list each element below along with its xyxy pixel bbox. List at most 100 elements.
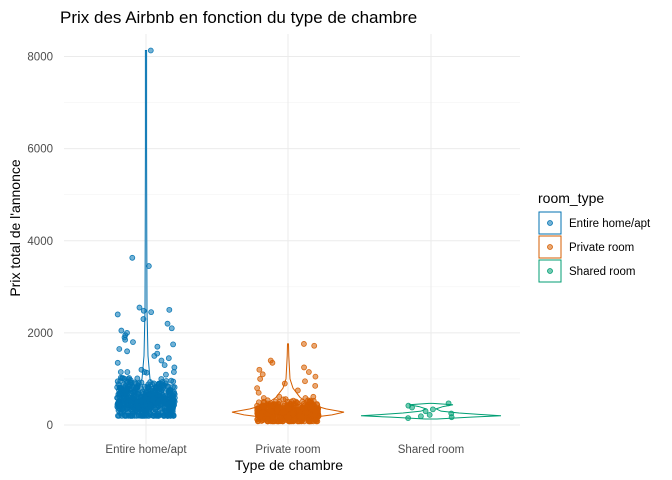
data-point-private-room xyxy=(295,403,302,410)
data-point-entire-home-apt xyxy=(157,386,163,393)
data-point-entire-home-apt xyxy=(145,263,152,269)
data-point-entire-home-apt xyxy=(129,412,136,419)
y-tick-label: 8000 xyxy=(27,52,53,64)
data-point-entire-home-apt xyxy=(150,396,156,402)
data-point-entire-home-apt xyxy=(154,343,161,350)
data-point-private-room xyxy=(306,398,313,405)
data-point-shared-room xyxy=(426,411,433,418)
data-point-entire-home-apt xyxy=(128,398,135,405)
data-point-entire-home-apt xyxy=(114,384,121,391)
data-point-private-room xyxy=(312,373,319,380)
data-point-private-room xyxy=(304,409,311,416)
data-point-entire-home-apt xyxy=(151,353,158,359)
data-point-entire-home-apt xyxy=(145,381,152,388)
data-point-entire-home-apt xyxy=(140,390,147,397)
data-point-private-room xyxy=(255,389,262,396)
y-tick-label: 0 xyxy=(47,420,53,432)
data-point-entire-home-apt xyxy=(171,391,178,398)
data-point-entire-home-apt xyxy=(118,327,125,334)
data-point-private-room xyxy=(302,378,308,385)
data-point-entire-home-apt xyxy=(142,410,148,417)
data-point-shared-room xyxy=(429,406,436,413)
data-point-entire-home-apt xyxy=(154,412,161,419)
data-point-entire-home-apt xyxy=(140,316,147,322)
data-point-private-room xyxy=(281,380,288,387)
data-point-private-room xyxy=(269,359,276,366)
data-point-entire-home-apt xyxy=(120,406,127,413)
y-tick-label: 2000 xyxy=(27,328,53,340)
y-axis-title: Prix total de l'annonce xyxy=(7,159,23,297)
legend-marker-private-room xyxy=(547,244,553,250)
data-point-entire-home-apt xyxy=(160,398,167,405)
x-tick-label: Entire home/apt xyxy=(105,444,187,456)
data-point-private-room xyxy=(301,341,307,347)
data-point-entire-home-apt xyxy=(147,402,153,409)
data-point-entire-home-apt xyxy=(116,390,123,397)
data-point-entire-home-apt xyxy=(120,395,127,402)
data-point-shared-room xyxy=(422,408,429,415)
data-point-private-room xyxy=(311,342,318,349)
data-point-entire-home-apt xyxy=(124,369,131,375)
chart-title: Prix des Airbnb en fonction du type de c… xyxy=(60,8,417,27)
data-point-entire-home-apt xyxy=(170,398,177,405)
data-point-shared-room xyxy=(448,414,455,421)
data-point-private-room xyxy=(276,399,283,405)
data-point-private-room xyxy=(259,371,266,378)
data-point-entire-home-apt xyxy=(117,369,124,375)
data-point-private-room xyxy=(264,397,271,404)
data-point-entire-home-apt xyxy=(122,336,129,343)
data-point-private-room xyxy=(285,414,291,421)
grid xyxy=(64,34,520,444)
data-point-private-room xyxy=(282,396,289,402)
data-point-shared-room xyxy=(417,413,424,420)
data-point-private-room xyxy=(274,407,281,413)
data-point-entire-home-apt xyxy=(148,309,155,316)
data-point-private-room xyxy=(280,418,286,425)
data-point-private-room xyxy=(279,409,285,416)
data-point-entire-home-apt xyxy=(150,388,157,394)
data-point-private-room xyxy=(301,364,307,371)
data-point-entire-home-apt xyxy=(129,254,136,261)
data-point-entire-home-apt xyxy=(136,304,143,311)
x-tick-label: Private room xyxy=(255,444,320,456)
data-point-entire-home-apt xyxy=(162,380,169,387)
data-point-private-room xyxy=(294,387,301,394)
data-point-entire-home-apt xyxy=(170,341,177,348)
legend-label-shared-room: Shared room xyxy=(569,266,635,278)
data-point-entire-home-apt xyxy=(168,377,175,384)
data-point-entire-home-apt xyxy=(147,47,154,54)
data-point-entire-home-apt xyxy=(114,359,121,366)
data-point-shared-room xyxy=(445,400,452,407)
data-point-entire-home-apt xyxy=(115,412,121,419)
data-point-entire-home-apt xyxy=(128,379,135,386)
legend-label-private-room: Private room xyxy=(569,242,634,254)
violins xyxy=(127,50,502,423)
data-point-entire-home-apt xyxy=(140,307,147,314)
data-point-entire-home-apt xyxy=(128,407,135,413)
data-point-entire-home-apt xyxy=(169,408,176,415)
violin-shared-room xyxy=(360,402,502,420)
x-axis-title: Type de chambre xyxy=(235,457,343,473)
data-point-private-room xyxy=(305,369,312,375)
x-axis-ticks: Entire home/apt Private room Shared room xyxy=(105,444,464,456)
data-point-entire-home-apt xyxy=(168,325,175,332)
data-point-private-room xyxy=(312,382,319,389)
legend: room_type Entire home/apt Private room Sha… xyxy=(538,190,651,283)
data-point-entire-home-apt xyxy=(163,371,169,378)
legend-label-entire-home-apt: Entire home/apt xyxy=(569,218,651,230)
data-point-entire-home-apt xyxy=(116,401,123,408)
legend-marker-entire-home-apt xyxy=(547,220,553,226)
points xyxy=(114,47,455,425)
data-point-entire-home-apt xyxy=(158,357,165,364)
data-point-private-room xyxy=(260,403,267,410)
data-point-private-room xyxy=(285,405,292,412)
data-point-private-room xyxy=(257,376,264,382)
y-axis-ticks: 0 2000 4000 6000 8000 xyxy=(27,52,53,433)
legend-marker-shared-room xyxy=(547,268,553,274)
x-tick-label: Shared room xyxy=(398,444,464,456)
data-point-entire-home-apt xyxy=(114,311,121,318)
data-point-entire-home-apt xyxy=(135,403,142,410)
data-point-entire-home-apt xyxy=(124,348,130,355)
data-point-entire-home-apt xyxy=(166,306,173,313)
